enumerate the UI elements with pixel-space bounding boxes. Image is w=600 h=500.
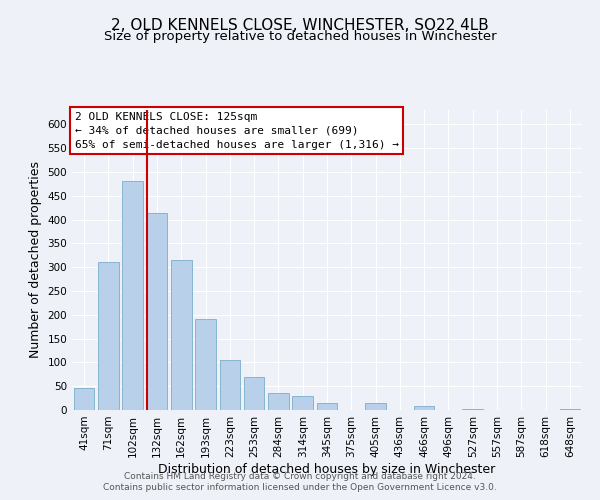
Bar [122,182,143,410]
Bar [244,377,265,410]
Bar [268,394,289,410]
Bar [195,318,216,410]
X-axis label: Distribution of detached houses by size in Winchester: Distribution of detached houses by size … [158,462,496,475]
Bar [463,409,483,410]
Text: Size of property relative to detached houses in Winchester: Size of property relative to detached ho… [104,30,496,43]
Text: Contains HM Land Registry data © Crown copyright and database right 2024.: Contains HM Land Registry data © Crown c… [124,472,476,481]
Text: 2 OLD KENNELS CLOSE: 125sqm
← 34% of detached houses are smaller (699)
65% of se: 2 OLD KENNELS CLOSE: 125sqm ← 34% of det… [74,112,398,150]
Bar [220,360,240,410]
Y-axis label: Number of detached properties: Number of detached properties [29,162,42,358]
Bar [317,404,337,410]
Text: 2, OLD KENNELS CLOSE, WINCHESTER, SO22 4LB: 2, OLD KENNELS CLOSE, WINCHESTER, SO22 4… [111,18,489,32]
Bar [560,409,580,410]
Bar [146,213,167,410]
Bar [98,262,119,410]
Bar [292,396,313,410]
Bar [74,388,94,410]
Bar [365,404,386,410]
Bar [171,260,191,410]
Bar [414,406,434,410]
Text: Contains public sector information licensed under the Open Government Licence v3: Contains public sector information licen… [103,484,497,492]
